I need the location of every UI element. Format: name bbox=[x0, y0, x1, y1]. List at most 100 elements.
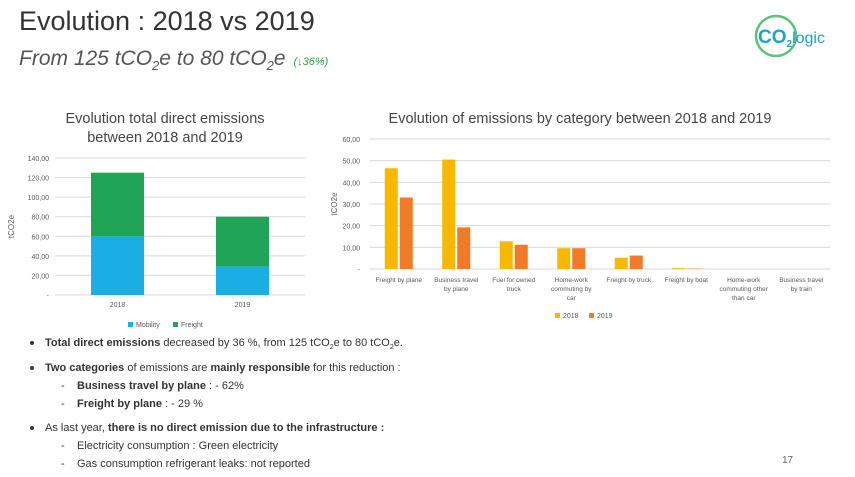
legend-label-2018: 2018 bbox=[563, 313, 579, 320]
logo-ring bbox=[754, 14, 798, 58]
x-tick-label: Freight by truck bbox=[606, 277, 652, 284]
x-tick-label: Business travel bbox=[434, 277, 479, 284]
bullet-1-bold: Total direct emissions bbox=[45, 337, 161, 349]
legend-label-freight: Freight bbox=[181, 322, 203, 329]
y-tick-label: 20,00 bbox=[31, 273, 49, 280]
page-subtitle: From 125 tCO2e to 80 tCO2e (↓36%) bbox=[19, 47, 328, 73]
bar-2018-cat-3 bbox=[499, 241, 513, 269]
bar-freight-2019 bbox=[216, 216, 269, 267]
bullet-1-text-c: e. bbox=[393, 337, 403, 349]
x-tick-label: Business travel bbox=[779, 277, 824, 284]
sub-bullet-gas: - Gas consumption refrigerant leaks: not … bbox=[61, 458, 310, 470]
page-number: 17 bbox=[782, 455, 794, 466]
x-tick-label: 2018 bbox=[110, 302, 126, 309]
x-tick-label: truck bbox=[507, 286, 522, 293]
sub-bullet-electricity: - Electricity consumption : Green electri… bbox=[61, 440, 278, 452]
bar-2019-cat-4 bbox=[572, 248, 586, 269]
dash-marker: - bbox=[61, 458, 65, 470]
bullet-2-bold1: Two categories bbox=[45, 362, 125, 374]
x-tick-label: by train bbox=[791, 286, 813, 293]
y-tick-label: 40,00 bbox=[342, 180, 360, 187]
bar-2018-cat-5 bbox=[614, 257, 628, 269]
subtitle-sub2: 2 bbox=[266, 58, 274, 74]
logo-text: CO2logic bbox=[758, 27, 825, 50]
bar-2019-cat-2 bbox=[457, 227, 471, 269]
page-title: Evolution : 2018 vs 2019 bbox=[19, 6, 315, 36]
sub-bullet-2-bold: Freight by plane bbox=[77, 398, 162, 410]
bullet-2-bold2: mainly responsible bbox=[210, 362, 311, 374]
bullet-3: As last year, there is no direct emissio… bbox=[30, 422, 384, 434]
x-tick-label: Freight by boat bbox=[665, 277, 709, 284]
y-axis-label: tCO2e bbox=[7, 214, 16, 238]
bar-2019-cat-3 bbox=[514, 244, 528, 269]
x-tick-label: commuting other bbox=[720, 286, 769, 293]
bullet-2-text-a: of emissions are bbox=[124, 362, 211, 374]
sub-bullet-4-text: Gas consumption refrigerant leaks: not r… bbox=[77, 458, 310, 470]
bar-2018-cat-1 bbox=[384, 168, 398, 269]
bullet-dot bbox=[30, 341, 34, 346]
x-tick-label: Home-work bbox=[727, 277, 761, 284]
subtitle-mid: e to 80 tCO bbox=[159, 47, 267, 70]
legend-label-2019: 2019 bbox=[597, 313, 613, 320]
subtitle-sub1: 2 bbox=[152, 58, 160, 74]
bullet-1-text-b: e to 80 tCO bbox=[333, 337, 390, 349]
bar-2019-cat-1 bbox=[399, 197, 413, 269]
subtitle-change: (↓36%) bbox=[293, 56, 329, 68]
legend-swatch-mobility bbox=[128, 322, 133, 327]
sub-bullet-freight-plane: - Freight by plane : - 29 % bbox=[61, 398, 203, 410]
y-tick-label: 140,00 bbox=[28, 156, 50, 163]
bullet-3-text-a: As last year, bbox=[45, 422, 108, 434]
bullet-3-bold: there is no direct emission due to the i… bbox=[107, 422, 385, 434]
bar-2019-cat-5 bbox=[629, 255, 643, 269]
x-tick-label: commuting by bbox=[551, 286, 592, 293]
dash-marker: - bbox=[61, 380, 65, 392]
bullet-dot bbox=[30, 366, 34, 371]
bullet-1-sub1: 2 bbox=[329, 344, 334, 352]
dash-marker: - bbox=[61, 398, 65, 410]
y-tick-label: 40,00 bbox=[31, 254, 49, 261]
bullet-1-text-a: decreased by 36 %, from 125 tCO bbox=[160, 337, 330, 349]
logo-sub: 2 bbox=[787, 39, 793, 50]
y-tick-label: 60,00 bbox=[31, 234, 49, 241]
bar-2018-cat-2 bbox=[442, 159, 456, 269]
sub-bullet-3-text: Electricity consumption : Green electric… bbox=[77, 440, 279, 452]
legend-swatch-2018 bbox=[555, 313, 560, 318]
bar-mobility-2019 bbox=[216, 266, 269, 295]
sub-bullet-business-travel: - Business travel by plane : - 62% bbox=[61, 380, 244, 392]
chart2-title: Evolution of emissions by category betwe… bbox=[388, 111, 772, 127]
chart1-title-line2: between 2018 and 2019 bbox=[87, 130, 243, 146]
legend-swatch-2019 bbox=[589, 313, 594, 318]
chart1-title-line1: Evolution total direct emissions bbox=[65, 111, 265, 127]
logo-main: CO bbox=[758, 27, 787, 48]
y-tick-label: 30,00 bbox=[342, 202, 360, 209]
bullet-2-text-b: for this reduction : bbox=[310, 362, 401, 374]
co2logic-logo: CO2logic bbox=[754, 14, 825, 58]
sub-bullet-2-rest: : - 29 % bbox=[161, 398, 203, 410]
x-tick-label: by plane bbox=[444, 286, 469, 293]
legend-label-mobility: Mobility bbox=[136, 322, 160, 329]
y-tick-label: 20,00 bbox=[342, 224, 360, 231]
subtitle-pre: From 125 tCO bbox=[19, 47, 153, 70]
x-tick-label: than car bbox=[732, 295, 756, 302]
bar-mobility-2018 bbox=[91, 236, 144, 295]
y-tick-label: 60,00 bbox=[342, 137, 360, 144]
y-tick-label: 10,00 bbox=[342, 245, 360, 252]
y-tick-label: 50,00 bbox=[342, 159, 360, 166]
legend-swatch-freight bbox=[173, 322, 178, 327]
y-tick-label: 120,00 bbox=[28, 176, 50, 183]
x-tick-label: Freight by plane bbox=[375, 277, 422, 284]
y-tick-label: - bbox=[47, 293, 50, 300]
y-tick-label: 80,00 bbox=[31, 215, 49, 222]
subtitle-post: e bbox=[273, 47, 286, 70]
bullet-1: Total direct emissions decreased by 36 %… bbox=[30, 337, 403, 351]
bullet-dot bbox=[30, 426, 34, 431]
x-tick-label: car bbox=[567, 295, 577, 302]
y-tick-label: - bbox=[358, 267, 361, 274]
chart-emissions-by-category: - 10,00 20,00 30,00 40,00 50,00 60,00 tCO2e Frei… bbox=[330, 137, 830, 320]
bar-2018-cat-6 bbox=[672, 268, 686, 269]
x-tick-label: Fuel for owned bbox=[492, 277, 535, 284]
y-tick-label: 100,00 bbox=[28, 195, 50, 202]
x-tick-label: Home-work bbox=[555, 277, 589, 284]
chart-total-emissions: - 20,00 40,00 60,00 80,00 100,00 120,00 140,00 t… bbox=[7, 156, 305, 329]
logo-post: logic bbox=[792, 30, 825, 47]
